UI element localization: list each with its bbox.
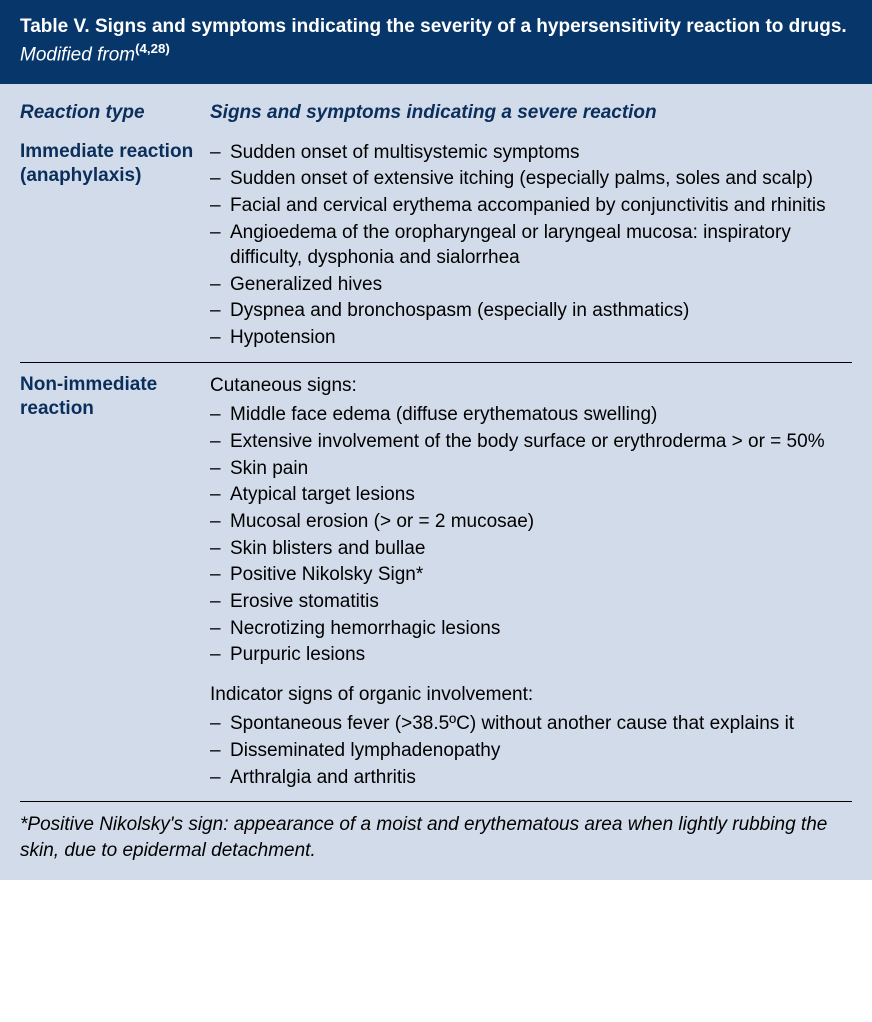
symptom-group-label: Indicator signs of organic involvement: xyxy=(210,682,852,708)
symptom-item: Hypotension xyxy=(210,325,852,351)
symptom-item: Middle face edema (diffuse erythematous … xyxy=(210,402,852,428)
symptom-item: Sudden onset of extensive itching (espec… xyxy=(210,166,852,192)
signs-symptoms-cell: Cutaneous signs: Middle face edema (diffu… xyxy=(210,373,852,792)
column-header-right: Signs and symptoms indicating a severe r… xyxy=(210,102,852,124)
table-body: Reaction type Signs and symptoms indicat… xyxy=(0,84,872,880)
symptom-item: Angioedema of the oropharyngeal or laryn… xyxy=(210,220,852,271)
table-label: Table V. xyxy=(20,16,90,37)
symptom-item: Necrotizing hemorrhagic lesions xyxy=(210,616,852,642)
footnote: *Positive Nikolsky's sign: appearance of… xyxy=(20,802,852,863)
symptom-list: Sudden onset of multisystemic symptomsSu… xyxy=(210,140,852,351)
symptom-group-label: Cutaneous signs: xyxy=(210,373,852,399)
table-header: Table V. Signs and symptoms indicating t… xyxy=(0,0,872,84)
symptom-list: Spontaneous fever (>38.5ºC) without anot… xyxy=(210,711,852,790)
sections-container: Immediate reaction (anaphylaxis)Sudden o… xyxy=(20,134,852,803)
symptom-item: Mucosal erosion (> or = 2 mucosae) xyxy=(210,509,852,535)
symptom-item: Disseminated lymphadenopathy xyxy=(210,738,852,764)
reaction-type-label: Non-immediate reaction xyxy=(20,373,210,422)
symptom-group: Cutaneous signs: Middle face edema (diffu… xyxy=(210,373,852,668)
section-row: Immediate reaction (anaphylaxis)Sudden o… xyxy=(20,134,852,363)
symptom-item: Arthralgia and arthritis xyxy=(210,765,852,791)
symptom-item: Spontaneous fever (>38.5ºC) without anot… xyxy=(210,711,852,737)
table-title-text: Signs and symptoms indicating the severi… xyxy=(90,16,847,37)
symptom-item: Erosive stomatitis xyxy=(210,589,852,615)
modified-from: Modified from xyxy=(20,44,135,65)
symptom-item: Facial and cervical erythema accompanied… xyxy=(210,193,852,219)
symptom-group: Indicator signs of organic involvement: S… xyxy=(210,682,852,791)
symptom-item: Atypical target lesions xyxy=(210,482,852,508)
symptom-item: Purpuric lesions xyxy=(210,642,852,668)
table-container: Table V. Signs and symptoms indicating t… xyxy=(0,0,872,880)
symptom-item: Skin pain xyxy=(210,456,852,482)
symptom-item: Skin blisters and bullae xyxy=(210,536,852,562)
signs-symptoms-cell: Sudden onset of multisystemic symptomsSu… xyxy=(210,140,852,352)
citation-superscript: (4,28) xyxy=(135,41,170,56)
symptom-item: Extensive involvement of the body surfac… xyxy=(210,429,852,455)
symptom-item: Positive Nikolsky Sign* xyxy=(210,562,852,588)
reaction-type-label: Immediate reaction (anaphylaxis) xyxy=(20,140,210,189)
section-row: Non-immediate reactionCutaneous signs: Mi… xyxy=(20,363,852,803)
symptom-group: Sudden onset of multisystemic symptomsSu… xyxy=(210,140,852,351)
symptom-item: Dyspnea and bronchospasm (especially in … xyxy=(210,298,852,324)
symptom-list: Middle face edema (diffuse erythematous … xyxy=(210,402,852,667)
symptom-item: Sudden onset of multisystemic symptoms xyxy=(210,140,852,166)
symptom-item: Generalized hives xyxy=(210,272,852,298)
column-headers-row: Reaction type Signs and symptoms indicat… xyxy=(20,102,852,134)
column-header-left: Reaction type xyxy=(20,102,210,124)
